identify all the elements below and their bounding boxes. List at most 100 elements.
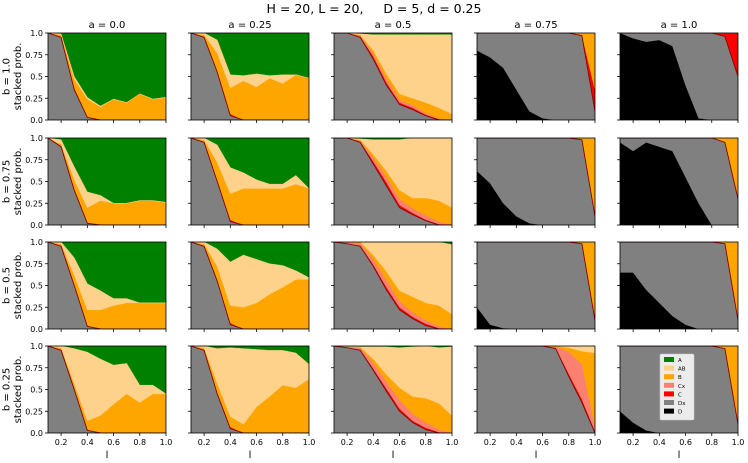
dx-boundary-line <box>334 33 452 120</box>
subplot-r3-c2 <box>188 241 310 332</box>
x-tick-label: 0.8 <box>133 438 146 447</box>
series-B-area <box>620 138 738 199</box>
subplot-r4-c1: 0.0 0.25 0.5 0.75 1.0 0.2 0.4 0.6 0.8 1.0 l b = 0.2… <box>2 342 173 461</box>
subplot-r1-c5: a = 1.0 <box>617 20 739 123</box>
column-label: a = 0.25 <box>228 20 271 31</box>
dx-boundary-line <box>477 33 595 112</box>
stacked-areas <box>620 242 738 329</box>
series-Dx-area <box>477 346 595 433</box>
series-D-area <box>620 410 738 433</box>
subplot-r2-c1: 0.0 0.25 0.5 0.75 1.0 b = 0.75stacked prob. <box>2 134 167 230</box>
x-axis-label: l <box>678 450 681 461</box>
series-AB-area <box>48 242 166 311</box>
legend-swatch-Cx <box>664 382 674 388</box>
series-Dx-area <box>620 242 738 329</box>
stacked-areas <box>334 138 452 225</box>
row-label: b = 0.5 <box>2 267 13 304</box>
legend-label-C: C <box>678 392 682 398</box>
series-AB-area <box>334 346 452 416</box>
series-Dx-area <box>620 138 738 225</box>
stacked-areas <box>191 242 309 329</box>
subplot-r3-c3 <box>331 241 453 332</box>
dx-boundary-line <box>477 138 595 217</box>
x-tick-label: 0.2 <box>484 438 497 447</box>
stacked-areas <box>48 346 166 433</box>
row-label: b = 1.0 <box>2 58 13 95</box>
series-AB-area <box>477 346 595 354</box>
dx-boundary-line <box>334 138 452 225</box>
legend-label-Dx: Dx <box>678 401 686 407</box>
x-tick-label: 0.6 <box>107 438 120 447</box>
stacked-areas <box>477 138 595 225</box>
y-tick-label: 0.75 <box>25 260 43 269</box>
x-tick-label: 1.0 <box>446 438 459 447</box>
y-tick-label: 1.0 <box>30 342 43 351</box>
x-tick-label: 0.4 <box>510 438 523 447</box>
dx-boundary-line <box>620 242 738 321</box>
x-tick-label: 0.6 <box>250 438 263 447</box>
x-axis-label: l <box>249 450 252 461</box>
x-tick-label: 0.8 <box>419 438 432 447</box>
ylabel-suffix: stacked prob. <box>13 356 24 424</box>
figure-title: H = 20, L = 20, D = 5, d = 0.25 <box>267 1 482 16</box>
stacked-areas <box>620 138 738 225</box>
legend-swatch-Dx <box>664 400 674 405</box>
y-tick-label: 0.75 <box>25 51 43 60</box>
legend-swatch-B <box>664 374 674 380</box>
y-tick-label: 0.75 <box>25 156 43 165</box>
series-AB-area <box>334 33 452 115</box>
dx-boundary-line <box>620 138 738 200</box>
legend-swatch-D <box>664 408 674 414</box>
subplot-r1-c1: 0.0 0.25 0.5 0.75 1.0 a = 0.0 b = 1.0stacked p… <box>2 20 167 125</box>
legend-label-Cx: Cx <box>678 384 686 390</box>
series-C-area <box>620 33 738 77</box>
row-label: b = 0.25 <box>2 368 13 411</box>
ylabel-suffix: stacked prob. <box>13 252 24 320</box>
y-tick-label: 0.25 <box>25 199 43 208</box>
x-tick-label: 0.8 <box>276 438 289 447</box>
subplot-r2-c2 <box>188 137 310 228</box>
series-AB-area <box>48 346 166 422</box>
series-Dx-area <box>477 138 595 225</box>
column-label: a = 0.75 <box>514 20 557 31</box>
series-Dx-area <box>620 33 738 120</box>
stacked-areas <box>334 242 452 329</box>
series-AB-area <box>191 242 309 308</box>
y-tick-label: 0.25 <box>25 407 43 416</box>
dx-boundary-line <box>191 33 309 120</box>
x-tick-label: 0.4 <box>367 438 380 447</box>
y-tick-label: 0.5 <box>30 178 43 187</box>
series-B-area <box>477 346 595 427</box>
subplot-r3-c1: 0.0 0.25 0.5 0.75 1.0 b = 0.5stacked prob. <box>2 238 167 334</box>
x-tick-label: 0.4 <box>653 438 666 447</box>
series-D-area <box>477 306 595 329</box>
y-tick-label: 0.5 <box>30 73 43 82</box>
series-Dx-area <box>477 242 595 329</box>
x-tick-label: 1.0 <box>589 438 602 447</box>
x-axis-label: l <box>535 450 538 461</box>
subplot-grid: 0.0 0.25 0.5 0.75 1.0 a = 0.0 b = 1.0 stacked p… <box>2 20 745 461</box>
y-tick-label: 0.0 <box>30 116 43 125</box>
subplot-r4-c2: 0.2 0.4 0.6 0.8 1.0 l <box>188 345 315 461</box>
legend-swatch-A <box>664 357 674 362</box>
y-tick-label: 0.0 <box>30 429 43 438</box>
x-tick-label: 0.2 <box>341 438 354 447</box>
y-tick-label: 0.0 <box>30 221 43 230</box>
y-tick-label: 1.0 <box>30 238 43 247</box>
y-tick-label: 0.0 <box>30 325 43 334</box>
x-tick-label: 0.2 <box>627 438 640 447</box>
dx-boundary-line <box>48 138 166 225</box>
x-tick-label: 0.2 <box>198 438 211 447</box>
ylabel-suffix: stacked prob. <box>13 148 24 216</box>
row-ylabel: b = 0.5stacked prob. <box>2 252 25 320</box>
row-ylabel: b = 0.25stacked prob. <box>2 356 25 424</box>
legend-label-A: A <box>678 358 682 364</box>
subplot-r4-c4: 0.2 0.4 0.6 0.8 1.0 l <box>474 345 602 461</box>
dx-boundary-line <box>477 346 595 433</box>
column-label: a = 0.0 <box>89 20 126 31</box>
y-tick-label: 0.5 <box>30 386 43 395</box>
column-label: a = 0.5 <box>375 20 412 31</box>
x-tick-label: 0.6 <box>536 438 549 447</box>
stacked-areas <box>191 138 309 225</box>
dx-boundary-line <box>620 33 738 77</box>
